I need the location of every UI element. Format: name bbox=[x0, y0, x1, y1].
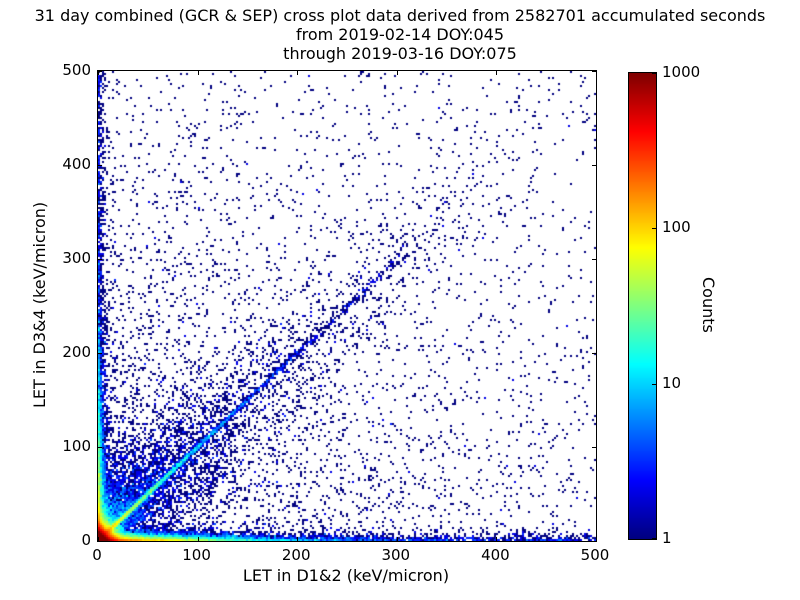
axis-tick bbox=[98, 71, 99, 75]
colorbar-label: Counts bbox=[699, 277, 718, 333]
axis-tick bbox=[297, 71, 299, 75]
axis-tick bbox=[592, 259, 596, 260]
x-tick-label: 200 bbox=[281, 546, 311, 564]
axis-tick bbox=[652, 383, 656, 385]
colorbar-gradient-canvas bbox=[629, 73, 656, 539]
axis-tick bbox=[396, 537, 398, 541]
x-tick-label: 400 bbox=[481, 546, 510, 564]
axis-tick bbox=[396, 71, 398, 75]
x-tick-label: 0 bbox=[92, 546, 102, 564]
x-axis-label: LET in D1&2 (keV/micron) bbox=[242, 566, 450, 585]
axis-tick bbox=[596, 71, 597, 75]
axis-tick bbox=[592, 447, 596, 448]
y-tick-label: 200 bbox=[62, 343, 91, 361]
axis-tick bbox=[652, 538, 656, 539]
y-tick-label: 500 bbox=[62, 61, 91, 79]
axis-tick bbox=[98, 259, 102, 260]
chart-title: 31 day combined (GCR & SEP) cross plot d… bbox=[0, 6, 800, 63]
colorbar-tick-label: 100 bbox=[662, 218, 691, 237]
axis-tick bbox=[98, 447, 102, 448]
axis-tick bbox=[652, 73, 656, 74]
x-tick-label: 100 bbox=[182, 546, 211, 564]
colorbar bbox=[628, 72, 657, 540]
scatter-heatmap-canvas bbox=[98, 71, 596, 541]
y-tick-label: 0 bbox=[81, 531, 91, 549]
axis-tick bbox=[596, 537, 597, 541]
plot-area bbox=[97, 70, 597, 542]
colorbar-tick-label: 1000 bbox=[662, 63, 701, 81]
x-tick-label: 500 bbox=[580, 546, 610, 564]
axis-tick bbox=[98, 71, 102, 72]
axis-tick bbox=[592, 541, 596, 542]
axis-tick bbox=[98, 541, 102, 542]
axis-tick bbox=[98, 537, 99, 541]
axis-tick bbox=[496, 71, 498, 75]
y-tick-label: 300 bbox=[62, 249, 91, 267]
axis-tick bbox=[496, 537, 498, 541]
title-line-3: through 2019-03-16 DOY:075 bbox=[283, 44, 517, 63]
y-tick-label: 400 bbox=[62, 155, 91, 173]
axis-tick bbox=[197, 537, 199, 541]
axis-tick bbox=[592, 353, 596, 354]
y-tick-label: 100 bbox=[62, 437, 91, 455]
x-tick-label: 300 bbox=[381, 546, 411, 564]
axis-tick bbox=[98, 353, 102, 354]
y-axis-label: LET in D3&4 (keV/micron) bbox=[30, 201, 49, 409]
axis-tick bbox=[197, 71, 199, 75]
axis-tick bbox=[652, 228, 656, 230]
axis-tick bbox=[98, 165, 102, 166]
colorbar-tick-label: 10 bbox=[662, 373, 682, 392]
axis-tick bbox=[592, 165, 596, 166]
axis-tick bbox=[592, 71, 596, 72]
title-line-2: from 2019-02-14 DOY:045 bbox=[295, 25, 504, 44]
axis-tick bbox=[297, 537, 299, 541]
colorbar-tick-label: 1 bbox=[662, 529, 672, 547]
title-line-1: 31 day combined (GCR & SEP) cross plot d… bbox=[34, 6, 766, 25]
